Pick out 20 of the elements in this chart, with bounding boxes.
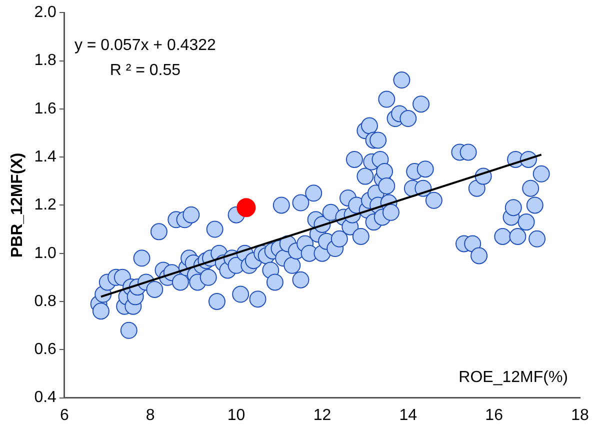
y-tick-label: 1.8: [34, 52, 57, 70]
y-tick-label: 0.4: [34, 389, 57, 406]
x-tick-label: 8: [146, 406, 155, 424]
annotation: R ² = 0.55: [110, 62, 181, 80]
x-tick-label: 14: [399, 406, 418, 424]
y-tick-label: 1.0: [34, 244, 57, 262]
y-tick-label: 1.6: [34, 100, 57, 118]
annotation: y = 0.057x + 0.4322: [74, 37, 216, 54]
y-tick-label: 1.2: [34, 196, 57, 214]
x-tick-label: 16: [485, 406, 504, 424]
y-axis-title: PBR_12MF(X): [9, 152, 26, 258]
y-tick-label: 0.8: [34, 292, 57, 310]
x-axis-title: ROE_12MF(%): [458, 369, 568, 386]
y-tick-label: 1.4: [34, 148, 57, 166]
x-tick-label: 12: [313, 406, 332, 424]
x-tick-label: 18: [571, 406, 589, 424]
y-tick-label: 2.0: [34, 4, 57, 22]
y-tick-label: 0.6: [34, 341, 57, 358]
x-tick-label: 6: [60, 406, 69, 424]
x-tick-label: 10: [227, 406, 246, 424]
